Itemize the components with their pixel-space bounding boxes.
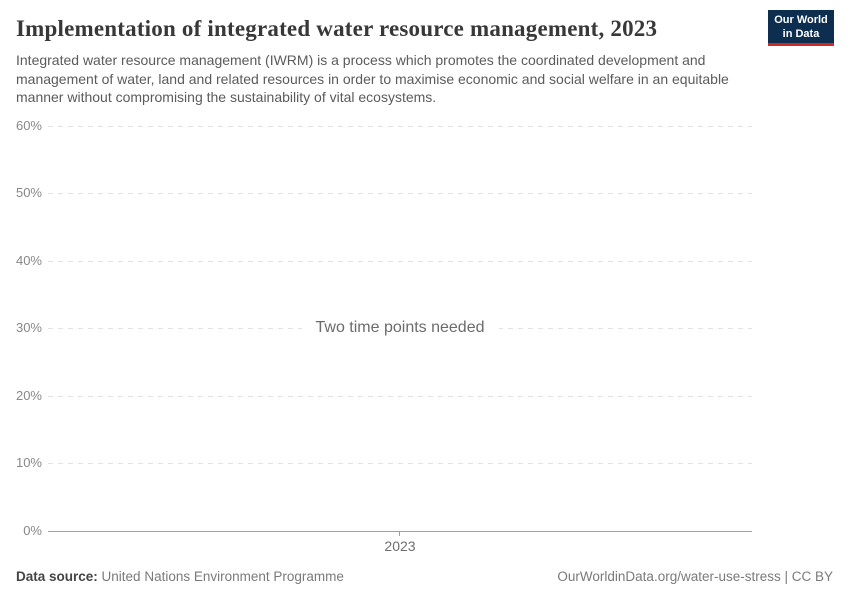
gridline-40 xyxy=(48,261,752,262)
gridline-50 xyxy=(48,193,752,194)
gridline-10 xyxy=(48,463,752,464)
datasource-value: United Nations Environment Programme xyxy=(101,569,344,584)
owid-logo[interactable]: Our World in Data xyxy=(768,10,834,46)
x-axis-line xyxy=(48,531,752,532)
gridline-60 xyxy=(48,126,752,127)
owid-logo-line2: in Data xyxy=(782,28,820,40)
ytick-label-40: 40% xyxy=(15,253,42,268)
empty-state-message: Two time points needed xyxy=(301,319,499,337)
datasource-label: Data source: xyxy=(16,569,98,584)
datasource-note: Data source: United Nations Environment … xyxy=(16,569,344,584)
page-title: Implementation of integrated water resou… xyxy=(16,16,658,41)
xtick-label-2023: 2023 xyxy=(384,538,416,554)
empty-state-wrap: Two time points needed xyxy=(48,319,752,337)
ytick-label-0: 0% xyxy=(23,523,42,538)
ytick-label-30: 30% xyxy=(15,320,42,335)
ytick-label-20: 20% xyxy=(15,388,42,403)
x-axis-tick-mark xyxy=(399,531,400,536)
owid-logo-line1: Our World xyxy=(774,14,828,26)
gridline-20 xyxy=(48,396,752,397)
ytick-label-10: 10% xyxy=(15,455,42,470)
chart-subtitle: Integrated water resource management (IW… xyxy=(16,52,729,105)
owid-url-license-link[interactable]: OurWorldinData.org/water-use-stress | CC… xyxy=(557,569,833,584)
ytick-label-60: 60% xyxy=(15,118,42,133)
ytick-label-50: 50% xyxy=(15,185,42,200)
